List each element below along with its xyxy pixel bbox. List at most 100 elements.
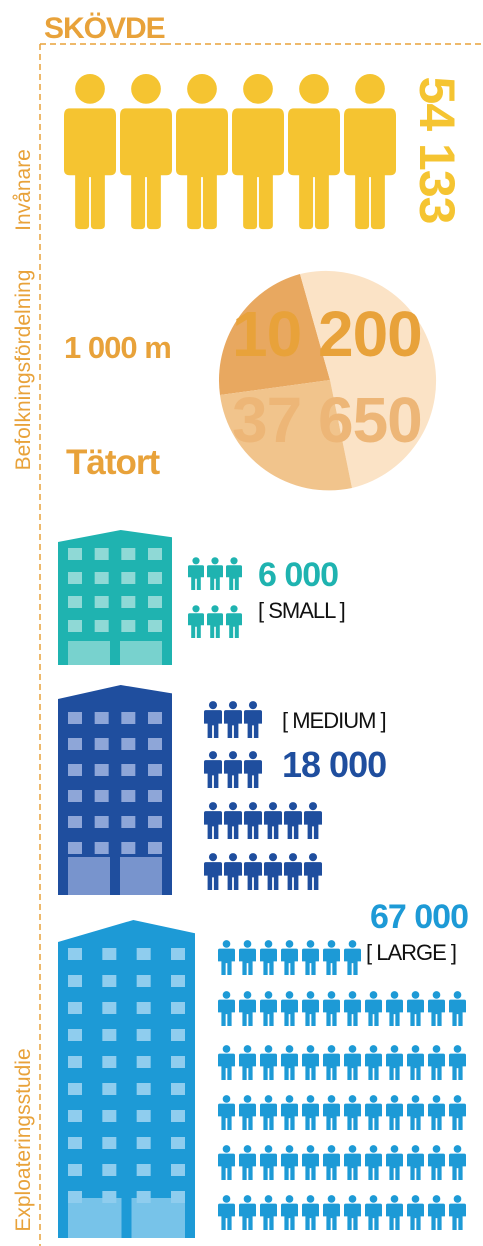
person-icon: [386, 991, 403, 1026]
person-icon: [284, 853, 302, 890]
person-icon: [204, 802, 222, 839]
person-icon: [260, 1095, 277, 1130]
inner-value: 10 200: [232, 298, 422, 370]
window: [121, 842, 136, 854]
window: [148, 842, 162, 854]
window: [121, 548, 136, 560]
window: [136, 1002, 151, 1014]
window: [171, 1110, 185, 1122]
window: [68, 975, 82, 987]
window: [68, 764, 82, 776]
window: [148, 738, 162, 750]
person-icon: [260, 1145, 277, 1180]
crowd: [218, 991, 466, 1026]
window: [68, 1137, 82, 1149]
crowd: [218, 1045, 466, 1080]
window: [68, 1002, 82, 1014]
person-icon: [323, 1045, 340, 1080]
building: [58, 685, 172, 895]
person-icon: [239, 1145, 256, 1180]
person-icon: [449, 1195, 466, 1230]
person-icon: [304, 853, 322, 890]
person-icon: [302, 991, 319, 1026]
pie-slice: [220, 380, 352, 491]
section-label: Exploateringsstudie: [12, 1048, 35, 1231]
person-icon: [239, 940, 256, 975]
person-icon: [365, 1195, 382, 1230]
person-icon: [344, 1145, 361, 1180]
scenario-value: 6 000: [258, 556, 338, 594]
window: [68, 620, 82, 632]
person-icon: [218, 940, 235, 975]
window: [121, 764, 136, 776]
window: [136, 1056, 151, 1068]
window: [136, 1164, 151, 1176]
window: [94, 764, 109, 776]
person-icon: [302, 1195, 319, 1230]
person-icon: [344, 1095, 361, 1130]
window: [94, 712, 109, 724]
section-label: Befolkningsfördelning: [12, 270, 35, 471]
person-icon: [244, 802, 262, 839]
window: [148, 548, 162, 560]
person-icon: [239, 1045, 256, 1080]
window: [121, 596, 136, 608]
window: [94, 572, 109, 584]
crowd: [204, 802, 322, 839]
person-icon: [449, 1095, 466, 1130]
person-icon: [260, 940, 277, 975]
window: [171, 1083, 185, 1095]
pie: [218, 270, 437, 491]
building: [58, 920, 195, 1238]
window: [94, 790, 109, 802]
window: [121, 816, 136, 828]
person-icon: [304, 802, 322, 839]
person-icon: [386, 1145, 403, 1180]
person-icon: [218, 991, 235, 1026]
inner-label: 1 000 m: [64, 330, 171, 365]
person-icon: [449, 1145, 466, 1180]
window: [171, 1164, 185, 1176]
window: [171, 1137, 185, 1149]
person-icon: [120, 74, 172, 230]
window: [121, 790, 136, 802]
window: [121, 572, 136, 584]
person-icon: [365, 1145, 382, 1180]
person-icon: [224, 853, 242, 890]
window: [171, 1002, 185, 1014]
building: [58, 530, 172, 665]
person-icon: [449, 1045, 466, 1080]
window: [136, 975, 151, 987]
person-icon: [302, 1145, 319, 1180]
window: [94, 596, 109, 608]
window: [102, 1137, 117, 1149]
person-icon: [449, 991, 466, 1026]
window: [68, 548, 82, 560]
person-icon: [232, 74, 284, 230]
person-icon: [281, 1045, 298, 1080]
window: [68, 712, 82, 724]
window: [68, 948, 82, 960]
person-icon: [244, 751, 262, 788]
window: [148, 712, 162, 724]
window: [102, 975, 117, 987]
door: [131, 1198, 185, 1238]
window: [102, 1083, 117, 1095]
person-icon: [244, 701, 262, 738]
population-value: 54 133: [409, 77, 465, 224]
person-icon: [284, 802, 302, 839]
window: [102, 1164, 117, 1176]
person-icon: [204, 701, 222, 738]
door: [120, 641, 162, 665]
crowd: [218, 940, 361, 975]
person-icon: [323, 940, 340, 975]
window: [102, 1110, 117, 1122]
person-icon: [204, 853, 222, 890]
person-icon: [407, 1145, 424, 1180]
person-icon: [323, 1145, 340, 1180]
person-icon: [239, 1195, 256, 1230]
door: [68, 641, 110, 665]
window: [94, 816, 109, 828]
scenario-size: [ SMALL ]: [258, 598, 345, 623]
